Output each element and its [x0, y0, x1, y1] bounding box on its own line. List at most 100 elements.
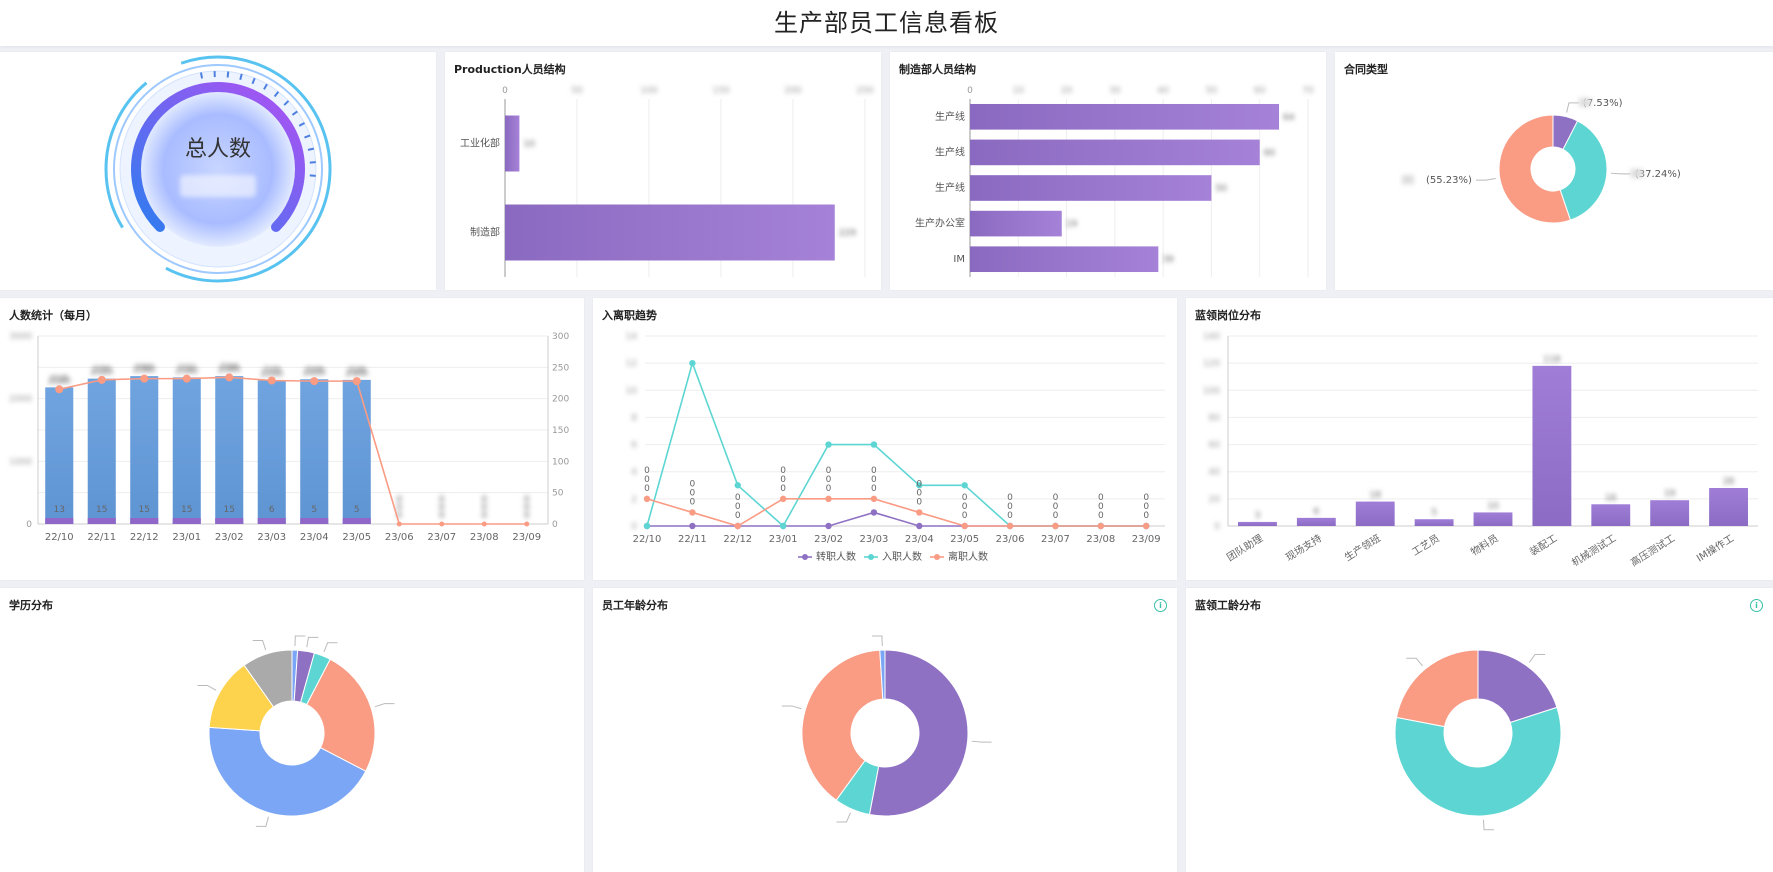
leader-line: [1528, 654, 1546, 663]
y-tick-label: 14: [626, 332, 638, 342]
line-point: [1006, 522, 1014, 530]
data-label: 0: [871, 475, 877, 485]
bar: [1591, 504, 1631, 526]
x-tick-label: 0: [502, 86, 508, 96]
data-label: 0: [1098, 511, 1104, 521]
pie-slice: [1498, 114, 1572, 224]
line-point: [97, 375, 106, 384]
data-label: 234: [221, 362, 238, 372]
y-right-tick: 250: [552, 363, 569, 373]
data-label: 0: [481, 503, 487, 513]
info-icon[interactable]: i: [1750, 599, 1763, 612]
line-point: [1097, 522, 1105, 530]
y-right-tick: 150: [552, 426, 569, 436]
data-label: 5: [354, 505, 360, 515]
bar: [257, 380, 286, 524]
line-point: [643, 495, 651, 503]
data-label: 0: [1143, 502, 1149, 512]
data-label: 0: [780, 475, 786, 485]
line-point: [961, 522, 968, 530]
y-tick-label: 140: [1203, 332, 1220, 342]
data-label: 0: [826, 475, 832, 485]
data-label: 232: [136, 364, 153, 374]
slice-label: (37.24%): [1635, 169, 1681, 180]
slice-label-count: [1630, 168, 1643, 178]
data-label: 13: [54, 505, 65, 515]
data-label: 0: [1053, 511, 1059, 521]
total-headcount-value: [180, 175, 256, 197]
data-label: 5: [1431, 508, 1437, 518]
category-label: 工业化部: [460, 137, 500, 150]
y-tick-label: 8: [631, 413, 637, 423]
data-label: 6: [1313, 507, 1319, 517]
data-label: 5: [311, 505, 317, 515]
x-tick-label: 23/06: [996, 534, 1025, 545]
legend-label: 转职人数: [816, 550, 856, 563]
pie-slice: [1477, 649, 1558, 724]
education-panel: 学历分布: [0, 588, 584, 872]
line-point: [396, 521, 402, 527]
bar: [1709, 488, 1748, 526]
y-tick-label: 80: [1209, 413, 1221, 423]
x-tick-label: 23/02: [814, 534, 843, 545]
data-label: 28: [1723, 477, 1735, 487]
data-label: 39: [1162, 255, 1174, 265]
x-tick-label: 生产领班: [1342, 532, 1383, 564]
data-label: 0: [524, 503, 530, 513]
y-tick-label: 2: [631, 495, 637, 505]
data-label: 0: [396, 503, 402, 513]
data-label: 2310: [303, 368, 326, 378]
data-label: 15: [96, 505, 107, 515]
data-label: 19: [1066, 220, 1078, 230]
y-tick-label: 12: [626, 359, 637, 369]
data-label: 0: [780, 484, 786, 494]
bar: [1473, 512, 1513, 526]
line-point: [439, 521, 445, 527]
data-label: 6: [269, 505, 275, 515]
y-tick-label: 60: [1209, 441, 1221, 451]
x-tick-label: 150: [712, 86, 729, 96]
leader-line: [294, 635, 306, 647]
gauge-tick: [263, 83, 268, 90]
bar: [342, 379, 371, 524]
gauge-tick: [251, 77, 256, 85]
info-icon[interactable]: i: [1154, 599, 1167, 612]
data-label: 60: [1264, 148, 1276, 158]
bar-segment: [300, 518, 329, 524]
bar-segment: [215, 518, 244, 524]
data-label: 0: [439, 495, 445, 505]
bar: [215, 376, 244, 524]
x-tick-label: 10: [1013, 86, 1025, 96]
legend-marker: [934, 554, 940, 560]
data-label: 0: [524, 511, 530, 521]
x-tick-label: 23/05: [342, 532, 371, 543]
data-label: 0: [826, 484, 832, 494]
pie-slice: [1394, 706, 1562, 817]
data-label: 0: [690, 488, 696, 498]
age-panel: 员工年龄分布 i: [593, 588, 1177, 872]
line-point: [182, 374, 191, 383]
bar-segment: [87, 518, 116, 524]
x-tick-label: 23/04: [300, 532, 329, 543]
x-tick-label: 20: [1061, 86, 1073, 96]
x-tick-label: 22/10: [45, 532, 74, 543]
x-tick-label: 50: [1206, 86, 1218, 96]
leader-line: [1610, 172, 1631, 175]
x-tick-label: 22/12: [130, 532, 159, 543]
series-line: [59, 376, 527, 525]
bar: [1414, 519, 1454, 526]
data-label: 0: [962, 511, 968, 521]
data-label: 0: [962, 493, 968, 503]
line-point: [825, 441, 832, 448]
turnover-trend-panel: 入离职趋势 0 2 4 6 8 10 12 14 22/10 22/11 22/12 23/01 23/…: [593, 298, 1177, 580]
data-label: 0: [439, 503, 445, 513]
slice-label-count: [1578, 97, 1591, 107]
x-tick-label: 250: [856, 86, 873, 96]
bluecollar-tenure-panel: 蓝领工龄分布 i: [1186, 588, 1773, 872]
gauge-tick: [298, 122, 305, 127]
data-label: 232: [178, 364, 195, 374]
data-label: 0: [690, 497, 696, 507]
legend-marker: [802, 554, 808, 560]
bar-segment: [45, 518, 74, 524]
contract-type-panel: 合同类型 (7.53%) (37.24%) (55.23%): [1335, 52, 1773, 290]
